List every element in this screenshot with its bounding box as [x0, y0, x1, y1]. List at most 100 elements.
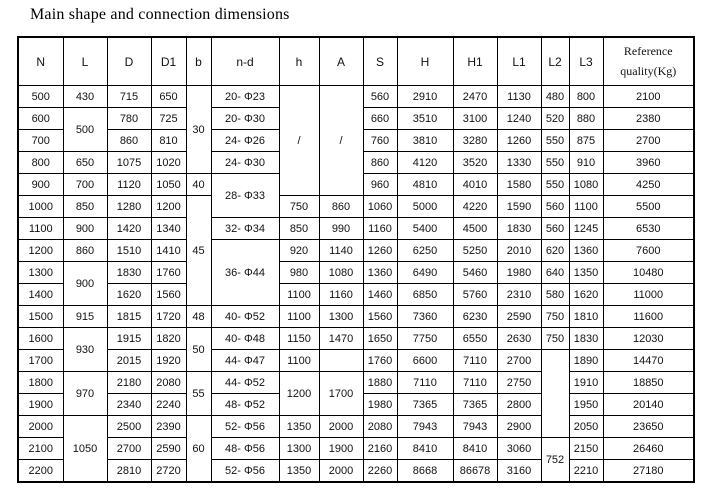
- table-cell: 1140: [318, 239, 364, 262]
- table-cell: 980: [278, 261, 320, 284]
- table-cell: [318, 349, 364, 372]
- table-cell: 6600: [396, 349, 454, 372]
- table-row: 1900 2340 2240 48- Φ52 1980 7365 7365 2800 1950 2…: [17, 393, 695, 416]
- table-cell: 1300: [278, 437, 320, 460]
- table-cell: 1560: [150, 283, 187, 306]
- table-cell: 48: [185, 305, 212, 328]
- table-cell: 580: [540, 283, 570, 306]
- table-cell: 1460: [362, 283, 398, 306]
- table-cell: 27180: [602, 459, 695, 483]
- table-cell: 48- Φ56: [210, 437, 280, 460]
- table-cell: 2010: [496, 239, 542, 262]
- table-cell: 2900: [496, 415, 542, 438]
- table-cell: 900: [17, 173, 64, 196]
- table-cell: 14470: [602, 349, 695, 372]
- table-cell: 1245: [568, 217, 604, 240]
- table-cell: 5460: [452, 261, 498, 284]
- table-cell: 5250: [452, 239, 498, 262]
- table-cell: 1080: [318, 261, 364, 284]
- table-cell: 750: [540, 305, 570, 328]
- table-cell: 650: [62, 151, 108, 174]
- table-cell: 60: [185, 415, 212, 483]
- table-cell: 520: [540, 107, 570, 130]
- column-header: L3: [568, 36, 604, 86]
- table-cell: 1915: [106, 327, 152, 350]
- table-cell: 1830: [568, 327, 604, 350]
- table-cell: 1100: [278, 305, 320, 328]
- table-cell: 36- Φ44: [210, 239, 280, 306]
- table-cell: 12030: [602, 327, 695, 350]
- table-cell: 20140: [602, 393, 695, 416]
- table-cell: 760: [362, 129, 398, 152]
- table-cell: 915: [62, 305, 108, 328]
- table-cell: 24- Φ26: [210, 129, 280, 152]
- table-cell: 810: [150, 129, 187, 152]
- table-cell: 1400: [17, 283, 64, 306]
- table-cell: 750: [540, 327, 570, 350]
- table-cell: 24- Φ30: [210, 151, 280, 174]
- column-header: n-d: [210, 36, 280, 86]
- table-cell: 550: [540, 173, 570, 196]
- column-header: L: [62, 36, 108, 86]
- table-cell: 1580: [496, 173, 542, 196]
- table-cell: 1260: [362, 239, 398, 262]
- header-row: N L D D1 b n-d h A S H H1 L1 L2 L3 Reference quality(K…: [17, 36, 695, 86]
- table-cell: 1560: [362, 305, 398, 328]
- table-cell: 3160: [496, 459, 542, 483]
- table-cell: 2080: [362, 415, 398, 438]
- table-cell: 5000: [396, 195, 454, 218]
- table-cell: [540, 349, 570, 438]
- table-cell: 2000: [318, 459, 364, 483]
- table-cell: 880: [568, 107, 604, 130]
- table-cell: 7600: [602, 239, 695, 262]
- table-cell: 7365: [396, 393, 454, 416]
- table-cell: 2590: [150, 437, 187, 460]
- table-cell: 1910: [568, 371, 604, 394]
- table-cell: 1200: [17, 239, 64, 262]
- table-cell: 1120: [106, 173, 152, 196]
- table-cell: 86678: [452, 459, 498, 483]
- table-cell: 780: [106, 107, 152, 130]
- table-cell: 2340: [106, 393, 152, 416]
- table-cell: 1760: [150, 261, 187, 284]
- table-row: 1600 930 1915 1820 50 40- Φ48 1150 1470 1650 7750…: [17, 327, 695, 372]
- table-cell: 750: [278, 195, 320, 218]
- table-cell: 2100: [602, 85, 695, 108]
- table-row: 1800 970 2180 2080 55 44- Φ52 1200 1700 1880 7110…: [17, 371, 695, 416]
- table-cell: 1100: [278, 349, 320, 372]
- table-cell: 1420: [106, 217, 152, 240]
- table-cell: 4010: [452, 173, 498, 196]
- table-cell: 52- Φ56: [210, 459, 280, 483]
- table-row: 2100 2700 2590 48- Φ56 1300 1900 2160 8410 8410 3…: [17, 437, 695, 483]
- table-cell: 860: [62, 239, 108, 262]
- table-cell: 1340: [150, 217, 187, 240]
- table-cell: 1160: [362, 217, 398, 240]
- table-cell: 3060: [496, 437, 542, 460]
- column-header: N: [17, 36, 64, 86]
- table-cell: 1410: [150, 239, 187, 262]
- table-row: 1700 2015 1920 44- Φ47 1100 1760 6600 7110 2700 1…: [17, 349, 695, 438]
- table-cell: 1590: [496, 195, 542, 218]
- table-cell: 1760: [362, 349, 398, 372]
- table-row: 500 430 715 650 30 20- Φ23//560 2910 2470 1130 48…: [17, 85, 695, 196]
- table-cell: 1020: [150, 151, 187, 174]
- table-cell: 7360: [396, 305, 454, 328]
- table-cell: 1830: [496, 217, 542, 240]
- table-cell: 2015: [106, 349, 152, 372]
- table-cell: 48- Φ52: [210, 393, 280, 416]
- table-cell: 1500: [17, 305, 64, 328]
- table-cell: 2200: [17, 459, 64, 483]
- table-cell: 800: [568, 85, 604, 108]
- table-cell: 1900: [318, 437, 364, 460]
- table-cell: 2470: [452, 85, 498, 108]
- table-cell: 5500: [602, 195, 695, 218]
- table-cell: 1620: [106, 283, 152, 306]
- table-cell: 1810: [568, 305, 604, 328]
- table-cell: 860: [106, 129, 152, 152]
- table-cell: 2590: [496, 305, 542, 328]
- table-row: 1400 1620 1560 1100 1160 1460 6850 5760 2310 580 1…: [17, 283, 695, 306]
- table-cell: 860: [318, 195, 364, 218]
- table-cell: 6530: [602, 217, 695, 240]
- table-cell: 8668: [396, 459, 454, 483]
- table-cell: 650: [150, 85, 187, 108]
